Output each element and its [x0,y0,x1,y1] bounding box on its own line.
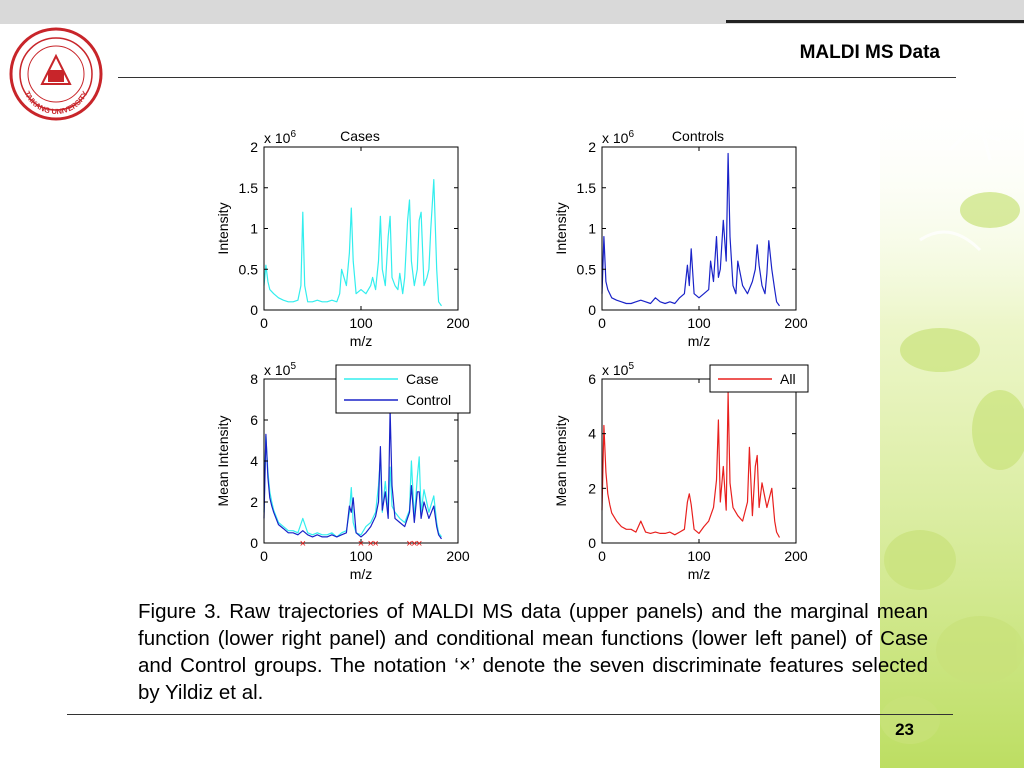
chart-panel-4: 0 100 200 0 2 4 6 m/z Mean Intensity x 105 All [553,361,809,582]
series-line-1-1 [263,178,442,307]
y-tick-label: 0 [250,302,258,318]
y-axis-label: Intensity [553,202,569,254]
y-tick-label: 0.5 [239,261,259,277]
y-axis-label: Mean Intensity [553,415,569,506]
plot-frame [601,378,797,544]
y-tick-label: 0 [588,302,596,318]
y-tick-label: 4 [588,426,596,442]
feature-marker: × [300,538,306,550]
x-tick-label: 200 [446,548,470,564]
axis-exponent-label: x 106 [264,129,296,146]
series-line-all [601,392,781,538]
plot-frame [601,146,797,311]
series-line-control [263,409,442,540]
y-tick-label: 2 [250,139,258,155]
legend-label: All [780,371,796,387]
x-tick-label: 100 [349,315,373,331]
x-axis-label: m/z [350,566,373,582]
slide-title: MALDI MS Data [799,42,940,63]
y-axis-label: Intensity [215,202,231,254]
x-tick-label: 0 [260,548,268,564]
x-tick-label: 200 [784,315,808,331]
chart-panel-2: 0 100 200 0 0.5 1 1.5 2 m/z Intensity x 106 Control… [553,128,808,349]
plot-frame [263,146,459,311]
axis-exponent-label: x 105 [602,361,634,378]
chart-title: Controls [672,128,724,144]
y-axis-label: Mean Intensity [215,415,231,506]
series-line-case [263,435,442,538]
university-seal-logo: TAIKANG UNIVERSITY [9,27,103,121]
decorative-foliage-image [880,90,1024,768]
page-number: 23 [895,720,914,739]
legend-label: Control [406,392,451,408]
chart-panel-1: 0 100 200 0 0.5 1 1.5 2 m/z Intensity x 106 Cases [215,128,470,349]
x-axis-label: m/z [688,566,711,582]
feature-marker: × [367,538,373,550]
axis-exponent-label: x 106 [602,129,634,146]
y-tick-label: 1.5 [239,180,259,196]
y-tick-label: 2 [250,494,258,510]
feature-marker: × [406,538,412,550]
x-tick-label: 0 [260,315,268,331]
y-tick-label: 2 [588,480,596,496]
legend-label: Case [406,371,439,387]
y-tick-label: 6 [250,412,258,428]
x-tick-label: 100 [687,548,711,564]
y-tick-label: 8 [250,371,258,387]
x-tick-label: 100 [687,315,711,331]
y-tick-label: 4 [250,453,258,469]
x-tick-label: 0 [598,548,606,564]
y-tick-label: 0 [588,535,596,551]
feature-marker: × [416,538,422,550]
chart-title: Cases [340,128,380,144]
y-tick-label: 6 [588,371,596,387]
x-axis-label: m/z [688,333,711,349]
y-tick-label: 1 [250,221,258,237]
x-tick-label: 100 [349,548,373,564]
feature-marker: × [358,538,364,550]
axis-exponent-label: x 105 [264,361,296,378]
y-tick-label: 1.5 [577,180,597,196]
y-tick-label: 1 [588,221,596,237]
x-axis-label: m/z [350,333,373,349]
y-tick-label: 0.5 [577,261,597,277]
x-tick-label: 200 [446,315,470,331]
title-divider [118,77,956,78]
x-tick-label: 200 [784,548,808,564]
x-tick-label: 0 [598,315,606,331]
y-tick-label: 2 [588,139,596,155]
legend-box [335,364,471,414]
y-tick-label: 0 [250,535,258,551]
figure-caption: Figure 3. Raw trajectories of MALDI MS d… [138,600,928,704]
top-bar-accent [726,20,1024,23]
footer-divider [67,714,953,715]
feature-marker: × [372,538,378,550]
series-line-2-1 [601,152,780,307]
feature-marker: × [411,538,417,550]
